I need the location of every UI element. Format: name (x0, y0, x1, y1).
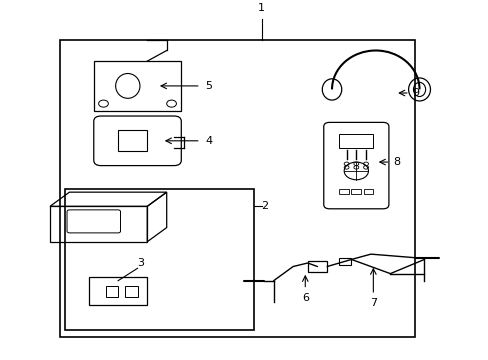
Bar (64, 189, 254, 330)
Bar (118, 130, 147, 152)
Text: 1: 1 (258, 3, 264, 13)
Text: 9: 9 (411, 88, 419, 98)
Bar (339, 134, 372, 148)
Bar (60, 40, 414, 337)
Text: 2: 2 (261, 201, 268, 211)
Bar (351, 189, 361, 194)
Text: 8: 8 (392, 157, 399, 167)
Bar (339, 189, 348, 194)
Text: 4: 4 (205, 136, 212, 146)
Bar (307, 261, 326, 272)
Bar (363, 189, 372, 194)
Text: 5: 5 (205, 81, 212, 91)
Bar (89, 277, 147, 306)
Text: 7: 7 (369, 298, 376, 309)
Text: 6: 6 (301, 293, 308, 303)
Bar (106, 286, 118, 297)
Bar (125, 286, 137, 297)
Bar (339, 258, 351, 265)
Bar (94, 61, 181, 111)
Text: 3: 3 (137, 258, 144, 268)
